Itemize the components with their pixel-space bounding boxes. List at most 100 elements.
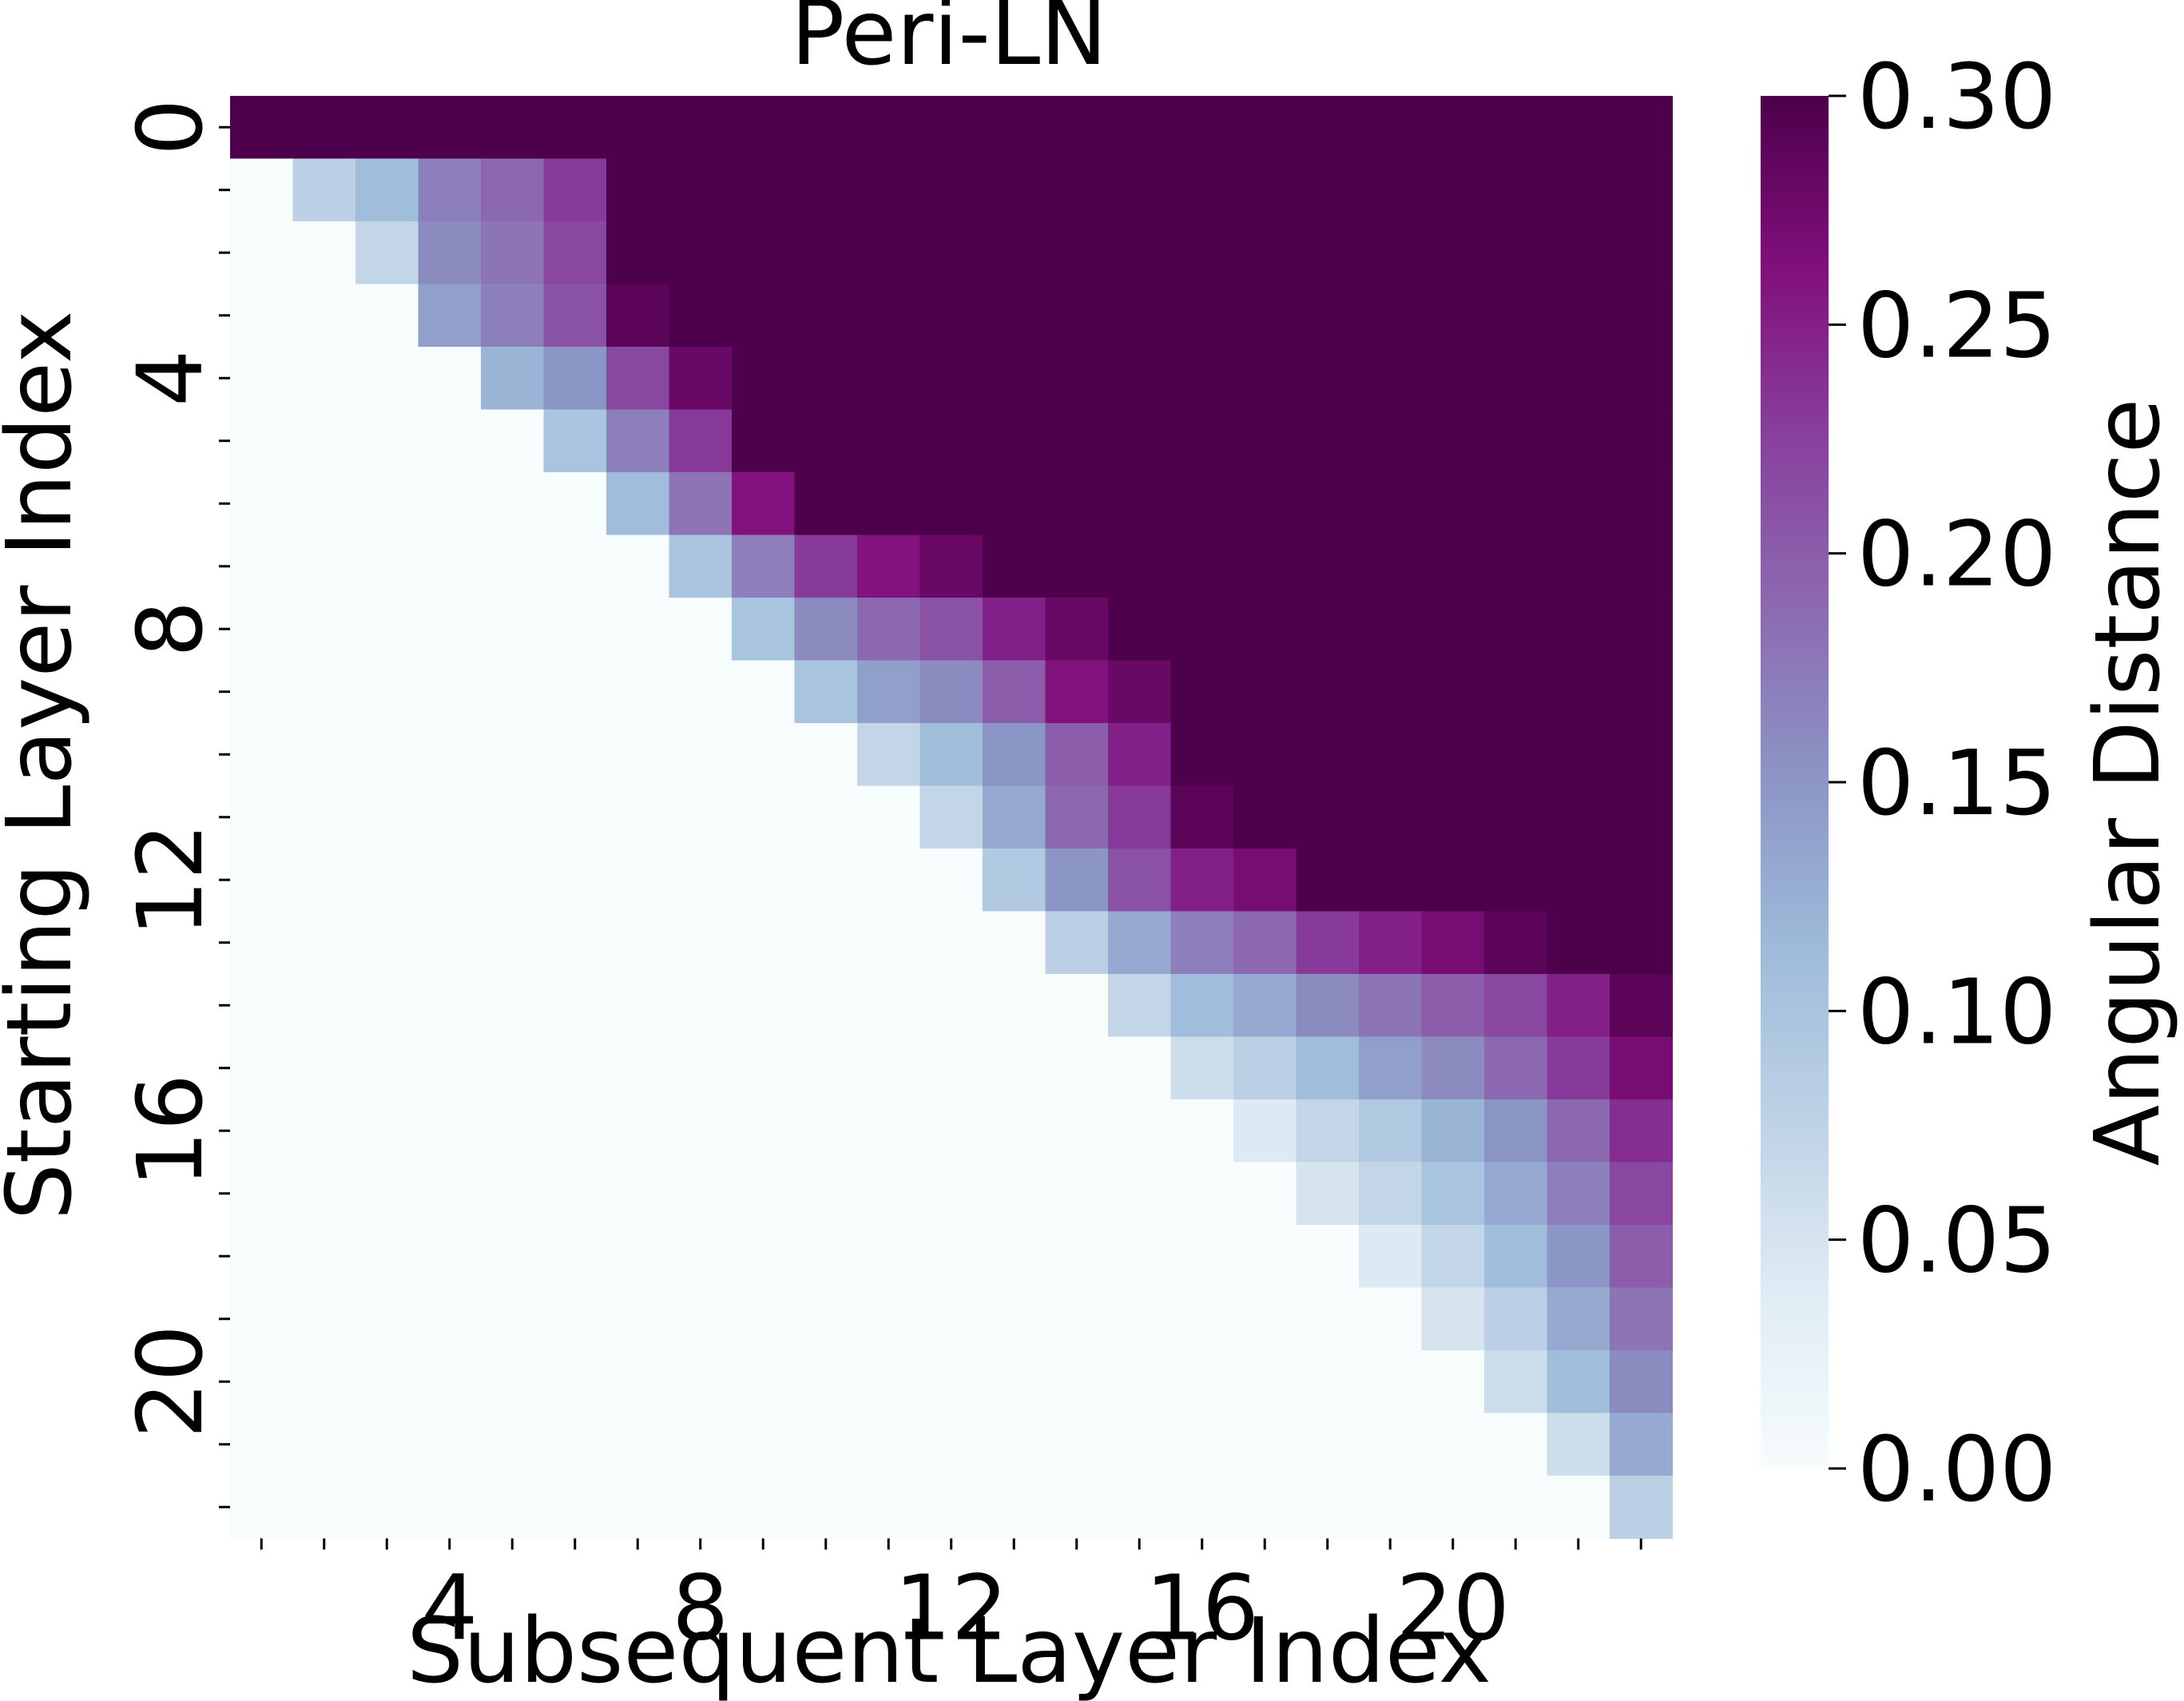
heatmap-cell [1610, 347, 1674, 411]
heatmap-cell [481, 1036, 545, 1100]
heatmap-cell [794, 849, 858, 912]
heatmap-cell [418, 660, 482, 724]
heatmap-cell [1108, 158, 1172, 222]
heatmap-cell [1547, 1099, 1610, 1163]
heatmap-cell [230, 1476, 294, 1540]
heatmap-cell [1108, 347, 1172, 411]
heatmap-cell [1233, 660, 1297, 724]
heatmap-cell [481, 1413, 545, 1476]
heatmap-cell [1108, 660, 1172, 724]
heatmap-cell [418, 284, 482, 348]
heatmap-cell [983, 849, 1046, 912]
heatmap-cell [1610, 1287, 1674, 1351]
heatmap-cell [606, 1287, 670, 1351]
heatmap-cell [1233, 1413, 1297, 1476]
colorbar-tick-label: 0.30 [1857, 46, 2056, 149]
heatmap-cell [1233, 911, 1297, 975]
heatmap-cell [292, 598, 356, 662]
heatmap-cell [1170, 284, 1234, 348]
heatmap-cell [481, 598, 545, 662]
heatmap-cell [1170, 598, 1234, 662]
heatmap-cell [355, 535, 419, 598]
heatmap-cell [857, 158, 921, 222]
heatmap-cell [230, 96, 294, 160]
heatmap-cell [1108, 284, 1172, 348]
heatmap-cell [1421, 1225, 1485, 1289]
heatmap-cell [606, 409, 670, 473]
heatmap-cell [1045, 472, 1109, 536]
heatmap-cell [1359, 347, 1423, 411]
heatmap-cell [230, 535, 294, 598]
heatmap-cell [1170, 785, 1234, 849]
heatmap-cell [1547, 96, 1610, 160]
heatmap-cell [1610, 535, 1674, 598]
heatmap-cell [230, 284, 294, 348]
y-axis-ticks: 0 4 8 12 16 20 [119, 99, 230, 1508]
heatmap-cell [669, 1099, 733, 1163]
heatmap-cell [1170, 1350, 1234, 1414]
heatmap-cell [230, 1099, 294, 1163]
heatmap-cell [732, 472, 796, 536]
heatmap-cell [1610, 284, 1674, 348]
heatmap-cell [794, 660, 858, 724]
heatmap-cell [1359, 158, 1423, 222]
heatmap-cell [732, 785, 796, 849]
heatmap-cell [732, 1162, 796, 1226]
heatmap-cell [732, 911, 796, 975]
heatmap-cell [543, 409, 607, 473]
heatmap-cell [857, 660, 921, 724]
heatmap-cell [1421, 1036, 1485, 1100]
heatmap-cell [669, 221, 733, 285]
heatmap-cell [418, 785, 482, 849]
heatmap-cell [1359, 974, 1423, 1038]
heatmap-cell [983, 347, 1046, 411]
heatmap-cell [857, 723, 921, 787]
heatmap-cell [919, 1476, 983, 1540]
heatmap-cell [732, 849, 796, 912]
heatmap-cell [543, 221, 607, 285]
heatmap-cell [292, 535, 356, 598]
heatmap-cell [481, 1476, 545, 1540]
heatmap-cell [230, 472, 294, 536]
heatmap-cell [1421, 598, 1485, 662]
heatmap-cell [669, 598, 733, 662]
heatmap-cell [1421, 660, 1485, 724]
heatmap-cell [1296, 849, 1360, 912]
heatmap-cell [1610, 1413, 1674, 1476]
heatmap-cell [1296, 660, 1360, 724]
heatmap-cell [543, 849, 607, 912]
heatmap-cell [919, 1162, 983, 1226]
heatmap-cell [669, 1162, 733, 1226]
heatmap-cell [1610, 785, 1674, 849]
heatmap-cell [543, 284, 607, 348]
y-tick-label: 0 [119, 99, 223, 156]
heatmap-cell [355, 849, 419, 912]
heatmap-cell [292, 723, 356, 787]
heatmap-cell [1547, 911, 1610, 975]
heatmap-cell [1108, 96, 1172, 160]
y-tick-label: 20 [119, 1325, 223, 1439]
heatmap-cell [355, 660, 419, 724]
heatmap-cell [1108, 1162, 1172, 1226]
heatmap-cell [606, 1099, 670, 1163]
heatmap-cell [1484, 1476, 1548, 1540]
heatmap-cell [1170, 911, 1234, 975]
heatmap-cell [857, 347, 921, 411]
heatmap-cell [418, 158, 482, 222]
heatmap-cell [1296, 785, 1360, 849]
heatmap-cell [1359, 598, 1423, 662]
heatmap-cell [543, 1099, 607, 1163]
heatmap-cell [1045, 911, 1109, 975]
heatmap-cell [732, 284, 796, 348]
heatmap-cell [230, 158, 294, 222]
heatmap-cell [1233, 1476, 1297, 1540]
heatmap-cell [1045, 598, 1109, 662]
heatmap-cell [732, 723, 796, 787]
colorbar-tick-label: 0.20 [1857, 503, 2056, 607]
heatmap-cell [983, 1036, 1046, 1100]
heatmap-cell [543, 535, 607, 598]
heatmap-cell [1547, 1350, 1610, 1414]
heatmap-cell [543, 1287, 607, 1351]
heatmap-cell [919, 1350, 983, 1414]
heatmap-cell [1359, 1287, 1423, 1351]
